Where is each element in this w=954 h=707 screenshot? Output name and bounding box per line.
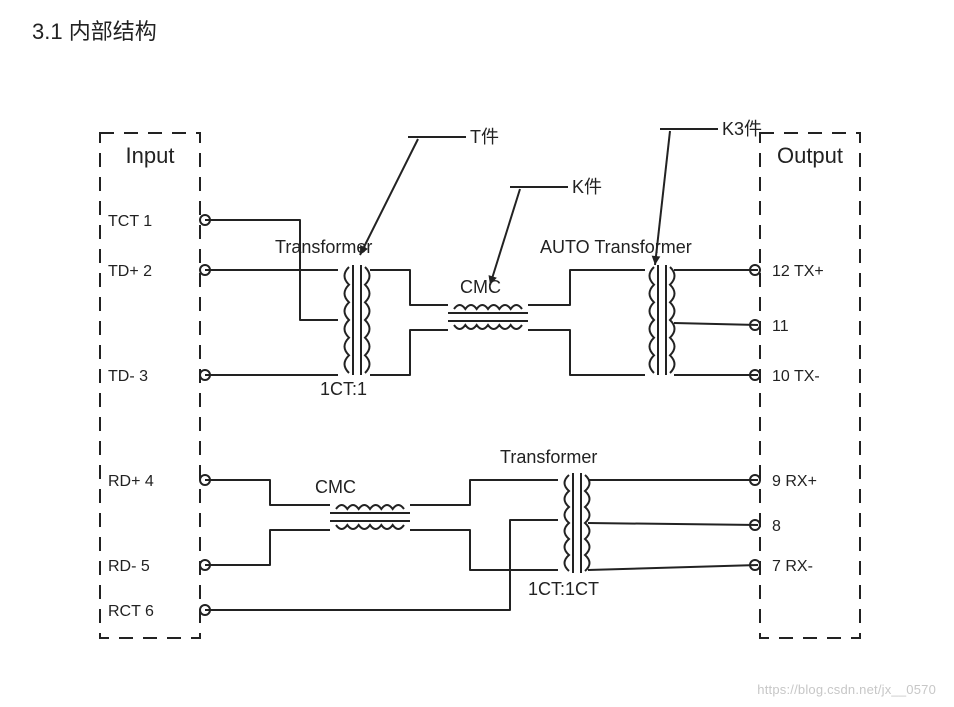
pin-label: RD- 5 <box>108 558 150 575</box>
pin-label: TD+ 2 <box>108 263 152 280</box>
callout-label: T件 <box>470 127 499 147</box>
box-title: Output <box>777 143 843 168</box>
pin-label: 7 RX- <box>772 558 813 575</box>
component-label: Transformer <box>275 237 372 257</box>
component-label: Transformer <box>500 447 597 467</box>
pin-label: 9 RX+ <box>772 473 817 490</box>
component-label: 1CT:1CT <box>528 579 599 599</box>
pin-label: 8 <box>772 518 781 535</box>
pin-label: 10 TX- <box>772 368 820 385</box>
component-label: CMC <box>315 477 356 497</box>
pin-label: 12 TX+ <box>772 263 824 280</box>
pin-label: RCT 6 <box>108 603 154 620</box>
pin-label: TCT 1 <box>108 213 152 230</box>
watermark: https://blog.csdn.net/jx__0570 <box>757 682 936 697</box>
callout-label: K件 <box>572 177 602 197</box>
pin-label: 11 <box>772 318 789 335</box>
callout-label: K3件 <box>722 119 762 139</box>
box-title: Input <box>126 143 175 168</box>
pin-label: RD+ 4 <box>108 473 154 490</box>
schematic-diagram: Input TCT 1 TD+ 2 TD- 3 RD+ 4 RD- 5 RCT 6 Outpu… <box>70 115 890 670</box>
component-label: CMC <box>460 277 501 297</box>
section-title: 3.1 内部结构 <box>32 14 157 46</box>
component-label: AUTO Transformer <box>540 237 692 257</box>
component-label: 1CT:1 <box>320 379 367 399</box>
pin-label: TD- 3 <box>108 368 148 385</box>
